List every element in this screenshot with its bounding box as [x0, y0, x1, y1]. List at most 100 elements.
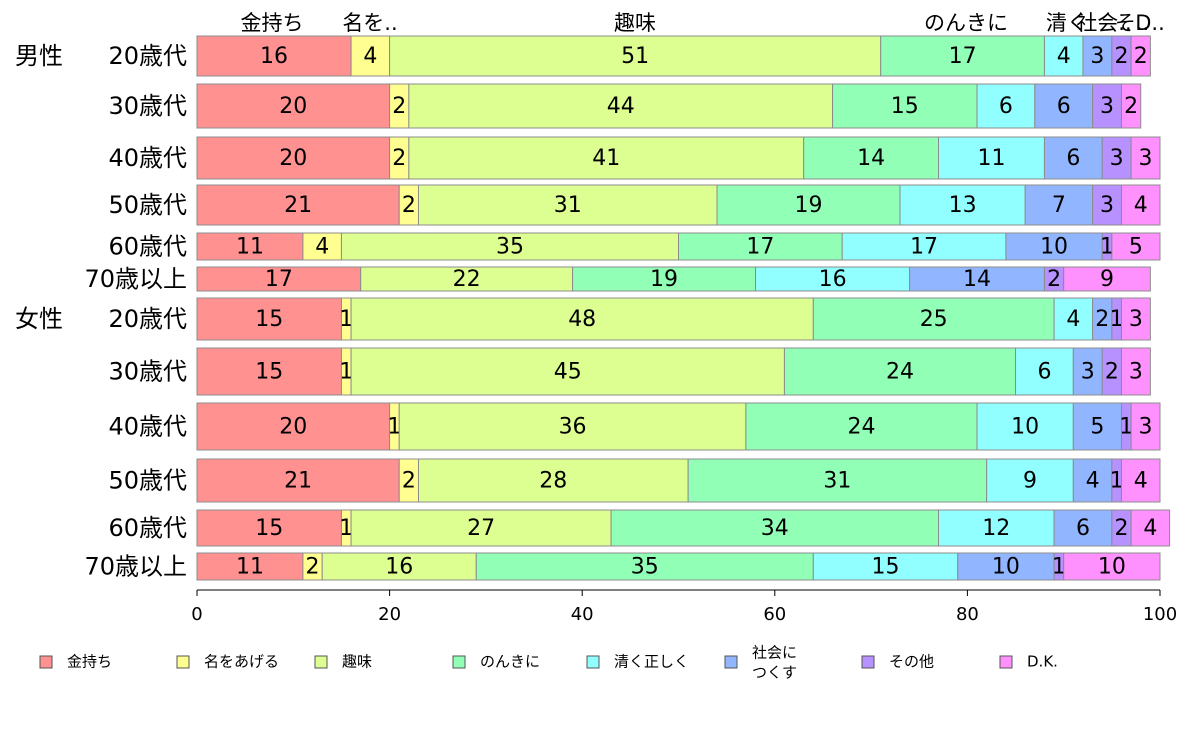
bar-segment	[1024, 184, 1094, 226]
legend-label: 清く正しく	[614, 653, 689, 671]
legend-swatch	[999, 655, 1013, 669]
bar-segment	[350, 509, 612, 547]
bar-segment	[1072, 347, 1103, 396]
bar-value-label: 2	[1134, 44, 1148, 69]
row-category-label: 50歳代	[108, 467, 187, 495]
top-series-label: そ..	[1115, 11, 1149, 35]
bar-segment	[1120, 184, 1161, 226]
bar-segment	[196, 136, 391, 180]
bar-segment	[408, 83, 834, 129]
bar-segment	[880, 35, 1045, 77]
bar-value-label: 11	[236, 555, 264, 580]
legend-label: その他	[889, 653, 934, 671]
bar-value-label: 31	[823, 469, 851, 494]
row-group-label: 男性	[15, 42, 63, 70]
bar-value-label: 4	[363, 44, 377, 69]
bar-value-label: 4	[1134, 193, 1148, 218]
bar-value-label: 17	[746, 235, 774, 260]
bar-segment	[1043, 136, 1103, 180]
row-category-label: 30歳代	[108, 358, 187, 386]
bar-segment	[1120, 458, 1161, 503]
bar-segment	[1005, 232, 1103, 261]
bar-segment	[196, 232, 304, 261]
bar-value-label: 20	[279, 415, 307, 440]
bar-segment	[1072, 402, 1122, 451]
bar-value-label: 20	[279, 146, 307, 171]
bar-segment	[957, 552, 1055, 581]
bar-segment	[572, 266, 757, 292]
bar-value-label: 1	[339, 360, 353, 385]
row-category-label: 30歳代	[108, 92, 187, 120]
bar-value-label: 4	[1086, 469, 1100, 494]
bar-value-label: 36	[559, 415, 587, 440]
bar-segment	[1130, 509, 1171, 547]
bar-segment	[302, 232, 342, 261]
bar-value-label: 2	[1124, 94, 1138, 119]
bar-segment	[1130, 402, 1161, 451]
bar-value-label: 14	[857, 146, 885, 171]
x-tick-label: 100	[1143, 604, 1177, 625]
bar-value-label: 16	[385, 555, 413, 580]
bar-value-label: 35	[631, 555, 659, 580]
bar-segment	[1015, 347, 1074, 396]
bar-segment	[812, 297, 1055, 341]
bar-value-label: 4	[1134, 469, 1148, 494]
bar-segment	[1120, 347, 1151, 396]
bar-segment	[321, 552, 477, 581]
top-series-label: 名を..	[342, 11, 397, 35]
legend-label: 社会に	[752, 644, 797, 662]
bar-value-label: 15	[891, 94, 919, 119]
bar-value-label: 15	[255, 307, 283, 332]
bar-value-label: 17	[265, 267, 293, 292]
bar-value-label: 4	[1066, 307, 1080, 332]
top-series-label: 清く	[1046, 11, 1088, 35]
legend-swatch	[586, 655, 600, 669]
bar-value-label: 2	[392, 146, 406, 171]
bar-segment	[196, 347, 342, 396]
bar-value-label: 1	[1110, 307, 1124, 332]
bar-value-label: 21	[284, 469, 312, 494]
bar-segment	[196, 458, 400, 503]
bar-value-label: 1	[1119, 415, 1133, 440]
bar-value-label: 41	[592, 146, 620, 171]
bar-value-label: 3	[1139, 415, 1153, 440]
bar-segment	[812, 552, 959, 581]
x-tick-label: 40	[571, 604, 594, 625]
bar-segment	[1082, 35, 1113, 77]
bar-value-label: 28	[539, 469, 567, 494]
bar-value-label: 31	[554, 193, 582, 218]
bar-segment	[350, 347, 785, 396]
bar-segment	[350, 35, 391, 77]
bar-segment	[389, 35, 882, 77]
legend-label: 趣味	[342, 653, 372, 671]
row-category-label: 60歳代	[108, 233, 187, 261]
bar-value-label: 35	[496, 235, 524, 260]
bar-value-label: 1	[1110, 469, 1124, 494]
bar-value-label: 2	[306, 555, 320, 580]
legend-swatch	[861, 655, 875, 669]
legend-label: D.K.	[1027, 653, 1058, 671]
bar-segment	[196, 266, 362, 292]
bar-value-label: 4	[1057, 44, 1071, 69]
bar-segment	[1101, 136, 1132, 180]
bar-value-label: 9	[1100, 267, 1114, 292]
row-group-label: 女性	[15, 305, 63, 333]
bar-value-label: 11	[977, 146, 1005, 171]
legend-label: のんきに	[480, 653, 540, 671]
bar-value-label: 48	[568, 307, 596, 332]
bar-value-label: 34	[761, 516, 789, 541]
bar-value-label: 3	[1100, 193, 1114, 218]
bar-segment	[1043, 35, 1084, 77]
bar-segment	[1063, 266, 1151, 292]
bar-segment	[909, 266, 1045, 292]
bar-value-label: 12	[982, 516, 1010, 541]
bar-segment	[803, 136, 940, 180]
bar-value-label: 2	[392, 94, 406, 119]
legend-swatch	[452, 655, 466, 669]
top-series-label: 社会..	[1076, 11, 1131, 35]
bar-segment	[196, 297, 342, 341]
bar-value-label: 6	[1076, 516, 1090, 541]
bar-value-label: 13	[949, 193, 977, 218]
row-category-label: 70歳以上	[84, 265, 187, 293]
